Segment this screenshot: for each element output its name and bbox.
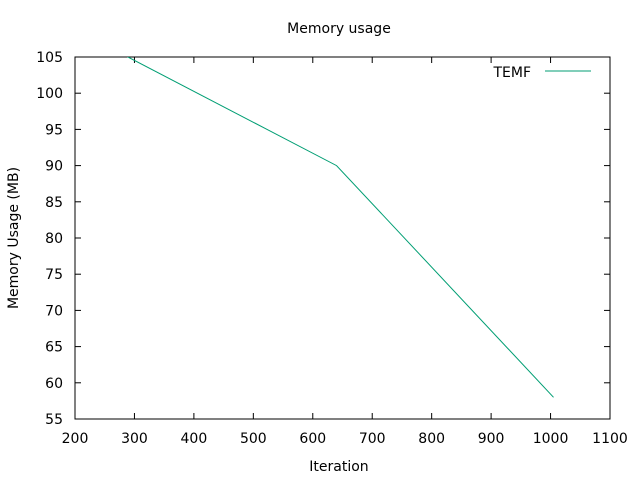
x-axis-label: Iteration bbox=[309, 459, 368, 475]
x-tick-label-700: 700 bbox=[359, 431, 386, 447]
x-tick-label-900: 900 bbox=[478, 431, 505, 447]
legend: TEMF bbox=[492, 65, 591, 81]
series-line-temf bbox=[126, 57, 554, 398]
y-tick-label-90: 90 bbox=[45, 159, 63, 175]
plot-frame bbox=[74, 56, 611, 420]
series-layer bbox=[126, 57, 554, 398]
y-tick-label-60: 60 bbox=[45, 376, 63, 392]
y-tick-label-85: 85 bbox=[45, 195, 63, 211]
y-tick-label-65: 65 bbox=[45, 340, 63, 356]
y-tick-label-80: 80 bbox=[45, 231, 63, 247]
x-tick-label-500: 500 bbox=[240, 431, 267, 447]
x-tick-label-800: 800 bbox=[418, 431, 445, 447]
y-tick-label-55: 55 bbox=[45, 412, 63, 428]
x-axis: 200 300 400 500 600 700 800 900 1000 1100 bbox=[62, 57, 628, 447]
x-tick-label-400: 400 bbox=[181, 431, 208, 447]
x-tick-label-600: 600 bbox=[299, 431, 326, 447]
legend-label-temf: TEMF bbox=[492, 65, 531, 81]
chart-title: Memory usage bbox=[287, 21, 391, 37]
x-tick-label-1000: 1000 bbox=[533, 431, 569, 447]
x-tick-label-300: 300 bbox=[121, 431, 148, 447]
y-tick-label-105: 105 bbox=[36, 50, 63, 66]
y-tick-label-75: 75 bbox=[45, 267, 63, 283]
x-tick-label-200: 200 bbox=[62, 431, 89, 447]
y-tick-label-95: 95 bbox=[45, 122, 63, 138]
y-tick-label-100: 100 bbox=[36, 86, 63, 102]
y-tick-label-70: 70 bbox=[45, 303, 63, 319]
x-tick-label-1100: 1100 bbox=[592, 431, 628, 447]
y-axis-label: Memory Usage (MB) bbox=[6, 167, 22, 309]
y-axis: 55 60 65 70 75 80 85 90 95 100 105 bbox=[36, 50, 610, 428]
